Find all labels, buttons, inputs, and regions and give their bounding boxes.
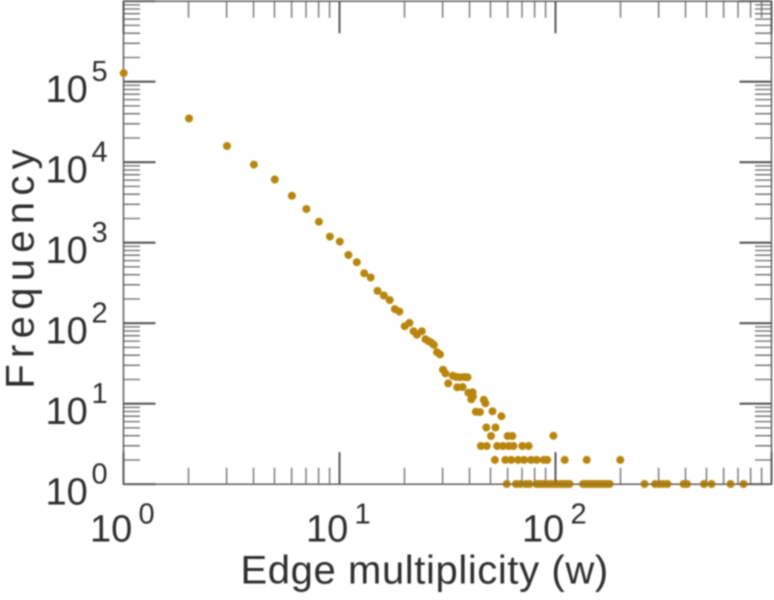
svg-text:10: 10 bbox=[46, 311, 88, 353]
svg-text:1: 1 bbox=[92, 378, 108, 410]
svg-text:Frequency: Frequency bbox=[0, 143, 43, 389]
svg-text:3: 3 bbox=[92, 217, 108, 249]
svg-text:4: 4 bbox=[92, 136, 108, 168]
svg-text:10: 10 bbox=[46, 472, 88, 514]
svg-text:Edge multiplicity (w): Edge multiplicity (w) bbox=[241, 549, 609, 593]
svg-text:1: 1 bbox=[355, 499, 371, 531]
svg-text:2: 2 bbox=[92, 297, 108, 329]
svg-text:10: 10 bbox=[46, 69, 88, 111]
svg-text:10: 10 bbox=[90, 508, 132, 550]
svg-text:0: 0 bbox=[92, 458, 108, 490]
svg-text:10: 10 bbox=[306, 508, 348, 550]
svg-text:0: 0 bbox=[139, 499, 155, 531]
svg-text:10: 10 bbox=[46, 391, 88, 433]
svg-text:5: 5 bbox=[92, 56, 108, 88]
svg-text:10: 10 bbox=[46, 230, 88, 272]
svg-text:2: 2 bbox=[571, 499, 587, 531]
svg-text:10: 10 bbox=[522, 508, 564, 550]
svg-text:10: 10 bbox=[46, 150, 88, 192]
